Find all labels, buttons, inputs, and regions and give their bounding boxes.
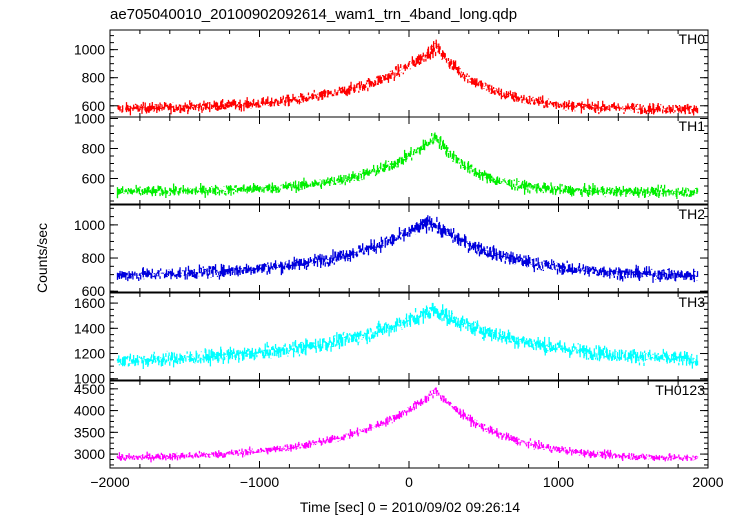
chart-title: ae705040010_20100902092614_wam1_trn_4ban…: [110, 6, 517, 23]
panel-label-th1: TH1: [679, 118, 706, 134]
y-tick-label: 1000: [74, 42, 105, 58]
series-th3-trace: [116, 302, 699, 369]
y-tick-label: 1600: [74, 295, 105, 311]
y-tick-label: 1000: [74, 111, 105, 127]
panel-th1: 600 800 1000 TH1: [74, 111, 709, 205]
x-tick-label: 1000: [543, 474, 574, 490]
panel-th3: 1000 1200 1400 1600 TH3: [74, 292, 709, 387]
panel-th0: 600 800 1000 TH0: [74, 29, 709, 118]
panel-label-th0: TH0: [679, 31, 706, 47]
panel-label-th3: TH3: [679, 294, 706, 310]
y-tick-label: 600: [82, 283, 106, 299]
series-th0123-trace: [116, 387, 699, 463]
x-tick-label: 0: [405, 474, 413, 490]
x-tick-label: −1000: [240, 474, 280, 490]
panel-frame: [109, 204, 709, 293]
y-tick-label: 3000: [74, 446, 105, 462]
y-tick-label: 3500: [74, 424, 105, 440]
panels-group: 600 800 1000 TH0 600 800 1000 TH1 600 800 1000 TH2 1…: [74, 29, 709, 469]
series-th1-trace: [116, 132, 699, 200]
y-tick-label: 1000: [74, 217, 105, 233]
panel-th2: 600 800 1000 TH2: [74, 204, 709, 299]
panel-label-th0123: TH0123: [655, 382, 705, 398]
x-tick-label: −2000: [90, 474, 130, 490]
y-tick-label: 1000: [74, 371, 105, 387]
series-th2-trace: [116, 215, 699, 283]
y-tick-label: 800: [82, 250, 106, 266]
x-tick-label: 2000: [692, 474, 723, 490]
x-axis: −2000 −1000 0 1000 2000: [90, 474, 723, 490]
y-tick-label: 600: [82, 98, 106, 114]
y-tick-label: 800: [82, 70, 106, 86]
panel-label-th2: TH2: [679, 206, 706, 222]
y-tick-label: 4500: [74, 381, 105, 397]
y-tick-label: 4000: [74, 403, 105, 419]
y-tick-label: 1400: [74, 320, 105, 336]
y-tick-label: 600: [82, 171, 106, 187]
y-axis-label: Counts/sec: [34, 223, 50, 293]
panel-frame: [109, 292, 709, 381]
x-axis-label: Time [sec] 0 = 2010/09/02 09:26:14: [300, 499, 520, 515]
panel-th0123: 3000 3500 4000 4500 TH0123: [74, 380, 709, 469]
y-tick-label: 1200: [74, 346, 105, 362]
y-tick-label: 800: [82, 141, 106, 157]
series-th0-trace: [116, 39, 699, 116]
